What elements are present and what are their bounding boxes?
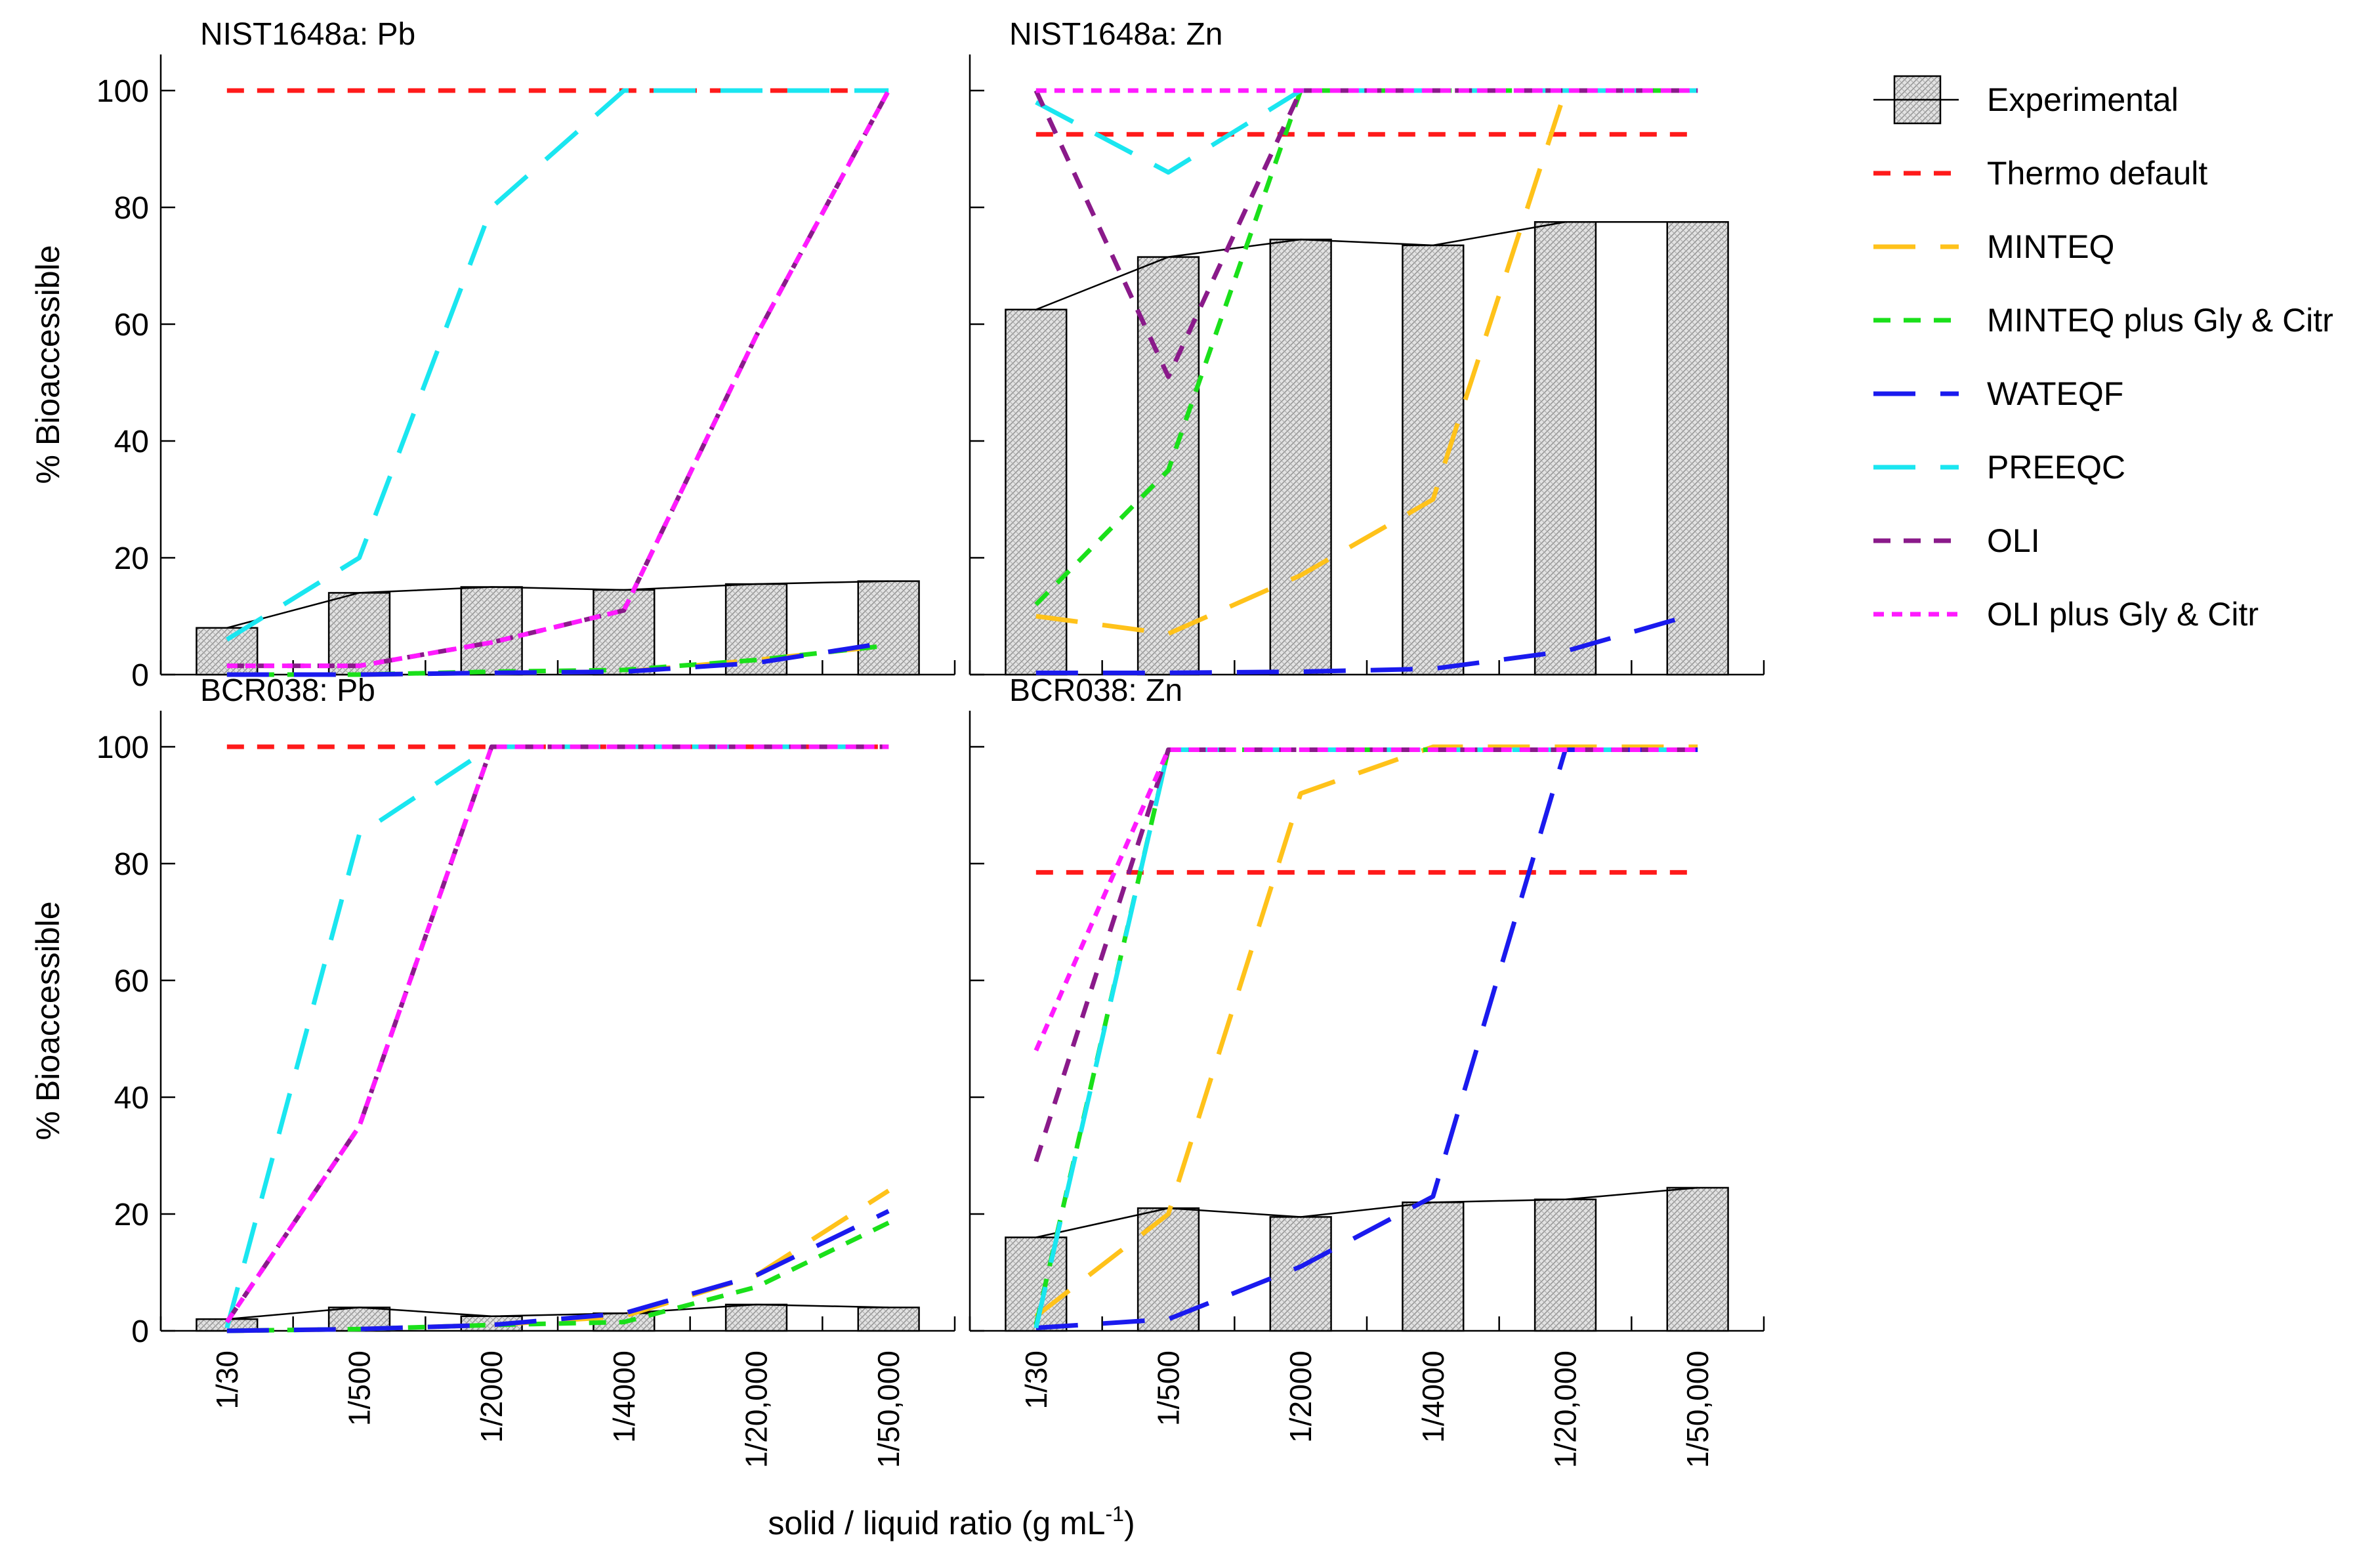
experimental-bar bbox=[724, 1303, 788, 1332]
experimental-line bbox=[226, 580, 889, 629]
panel-title: NIST1648a: Pb bbox=[200, 17, 415, 52]
series-line-wateqf bbox=[1035, 747, 1698, 1331]
y-tick-label: 80 bbox=[114, 847, 149, 882]
x-tick-label: 1/500 bbox=[1152, 1351, 1186, 1426]
y-tick-label: 0 bbox=[131, 658, 149, 693]
legend-item-oli: OLI bbox=[1873, 522, 2040, 559]
y-tick-label: 40 bbox=[114, 425, 149, 459]
y-tick-label: 60 bbox=[114, 964, 149, 999]
panel-nist1648a-zn: NIST1648a: Zn bbox=[969, 17, 1765, 676]
x-tick-label: 1/500 bbox=[343, 1351, 377, 1426]
panel-bcr038-zn: BCR038: Zn 1/30 1/500 1/2000 1/4000 1/20,000 1… bbox=[969, 673, 1765, 1468]
legend-item-minteq-plus-gly-citr: MINTEQ plus Gly & Citr bbox=[1873, 302, 2333, 339]
legend-item-minteq: MINTEQ bbox=[1873, 228, 2114, 265]
y-axis-label: % Bioaccessible bbox=[30, 901, 66, 1140]
x-tick-label: 1/50,000 bbox=[871, 1351, 906, 1468]
y-tick-label: 20 bbox=[114, 1198, 149, 1232]
legend-label: WATEQF bbox=[1987, 375, 2123, 412]
series-line-wateqf bbox=[226, 640, 889, 677]
y-tick-label: 40 bbox=[114, 1081, 149, 1116]
series-line-minteq bbox=[1034, 744, 1698, 1318]
legend-label: PREEQC bbox=[1987, 449, 2125, 486]
legend-label: Thermo default bbox=[1987, 155, 2207, 192]
experimental-bar bbox=[1666, 221, 1729, 676]
experimental-bar bbox=[857, 580, 920, 676]
x-tick-label: 1/20,000 bbox=[740, 1351, 774, 1468]
y-axis-label: % Bioaccessible bbox=[30, 245, 66, 484]
legend-label: OLI plus Gly & Citr bbox=[1987, 596, 2259, 633]
legend-label: MINTEQ bbox=[1987, 228, 2114, 265]
x-tick-label: 1/30 bbox=[1019, 1351, 1053, 1410]
series-line-minteq-plus-gly-citr bbox=[1034, 88, 1698, 606]
x-axis-label-close: ) bbox=[1124, 1505, 1135, 1541]
y-tick-label: 0 bbox=[131, 1314, 149, 1349]
panel-nist1648a-pb: 0 20 40 60 80 100 NIST1648a: Pb % Bioaccessible bbox=[30, 17, 956, 693]
series-line-minteq bbox=[1035, 88, 1698, 637]
legend-item-oli-plus-gly-citr: OLI plus Gly & Citr bbox=[1873, 596, 2259, 633]
legend-label: OLI bbox=[1987, 522, 2040, 559]
experimental-bar bbox=[460, 586, 523, 676]
y-tick-label: 100 bbox=[96, 74, 149, 109]
x-tick-label: 1/20,000 bbox=[1549, 1351, 1583, 1468]
series-line-preeqc bbox=[1035, 88, 1698, 175]
x-tick-label: 1/4000 bbox=[607, 1351, 641, 1443]
series-line-oli bbox=[1033, 747, 1698, 1162]
experimental-bar bbox=[1534, 221, 1597, 676]
x-tick-label: 1/2000 bbox=[1284, 1351, 1318, 1443]
panel-bcr038-pb: 0 20 40 60 80 100 BCR038: Pb 1/30 1/500 1/2000 1/4… bbox=[30, 673, 956, 1468]
x-tick-label: 1/4000 bbox=[1416, 1351, 1450, 1443]
legend-label: MINTEQ plus Gly & Citr bbox=[1987, 302, 2333, 339]
experimental-line bbox=[226, 1303, 889, 1320]
experimental-bar bbox=[1534, 1198, 1597, 1332]
series-line-minteq-plus-gly-citr bbox=[226, 1221, 890, 1333]
series-line-preeqc bbox=[225, 88, 889, 642]
y-tick-label: 80 bbox=[114, 191, 149, 226]
experimental-bar bbox=[1666, 1186, 1729, 1332]
experimental-bar bbox=[857, 1307, 920, 1332]
legend-item-thermo-default: Thermo default bbox=[1873, 155, 2207, 192]
experimental-bar bbox=[1005, 308, 1068, 676]
panel-title: BCR038: Zn bbox=[1009, 673, 1182, 708]
experimental-line bbox=[1035, 221, 1698, 310]
series-line-oli-plus-gly-citr bbox=[226, 89, 891, 669]
panel-title: NIST1648a: Zn bbox=[1009, 17, 1223, 52]
series-line-minteq bbox=[226, 1188, 890, 1333]
x-axis-label: solid / liquid ratio (g mL-1) bbox=[768, 1502, 1135, 1541]
experimental-bar bbox=[1269, 1216, 1332, 1332]
y-tick-label: 60 bbox=[114, 308, 149, 343]
series-line-oli-plus-gly-citr bbox=[224, 744, 889, 1324]
x-axis-label-superscript: -1 bbox=[1106, 1502, 1124, 1526]
series-line-wateqf bbox=[1035, 611, 1699, 675]
series-line-oli bbox=[224, 744, 889, 1324]
experimental-bar bbox=[1402, 244, 1465, 676]
legend: Experimental Thermo default MINTEQ MINTEQ p… bbox=[1873, 75, 2333, 633]
legend-item-experimental: Experimental bbox=[1873, 75, 2179, 125]
experimental-line bbox=[1035, 1186, 1698, 1238]
x-axis-label-text: solid / liquid ratio (g mL bbox=[768, 1505, 1105, 1541]
y-tick-label: 100 bbox=[96, 730, 149, 765]
panel-title: BCR038: Pb bbox=[200, 673, 375, 708]
experimental-bar bbox=[593, 589, 656, 676]
series-line-minteq-plus-gly-citr bbox=[1033, 747, 1698, 1326]
series-line-preeqc bbox=[1033, 747, 1698, 1329]
series-line-preeqc bbox=[224, 744, 889, 1329]
x-tick-label: 1/50,000 bbox=[1681, 1351, 1715, 1468]
series-line-wateqf bbox=[226, 1209, 890, 1333]
experimental-bar bbox=[1402, 1201, 1465, 1332]
series-line-oli bbox=[226, 89, 891, 669]
experimental-bar bbox=[1269, 238, 1332, 676]
legend-item-wateqf: WATEQF bbox=[1873, 375, 2123, 412]
x-tick-label: 1/30 bbox=[210, 1351, 244, 1410]
x-tick-label: 1/2000 bbox=[474, 1351, 509, 1443]
legend-item-preeqc: PREEQC bbox=[1873, 449, 2125, 486]
y-tick-label: 20 bbox=[114, 541, 149, 576]
legend-label: Experimental bbox=[1987, 81, 2179, 118]
